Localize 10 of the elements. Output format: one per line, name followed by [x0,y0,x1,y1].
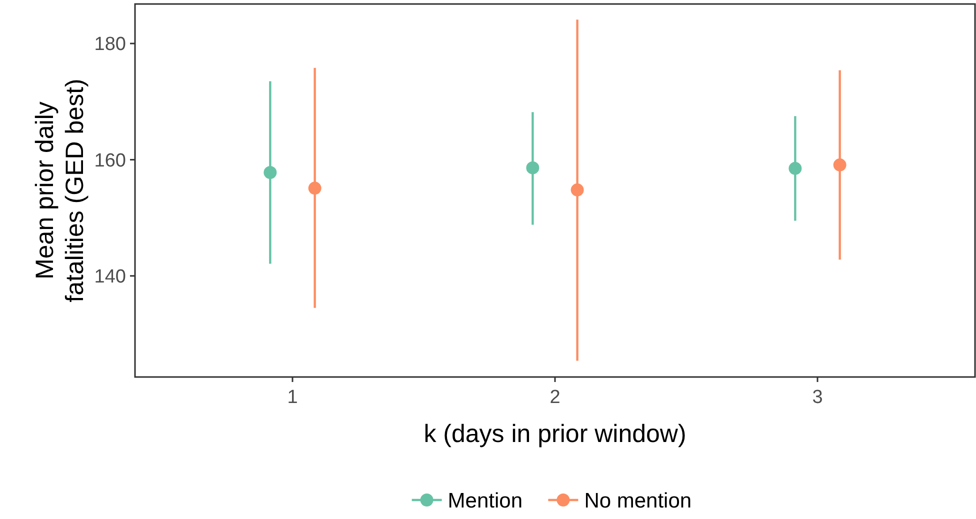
x-tick-label: 3 [812,387,823,408]
y-axis-title: Mean prior daily fatalities (GED best) [31,78,89,302]
x-axis-title: k (days in prior window) [424,420,686,448]
legend-label: No mention [584,489,692,512]
y-tick-label: 160 [94,150,126,172]
y-tick-label: 180 [94,34,126,56]
x-tick-label: 1 [287,387,298,408]
legend-label: Mention [448,489,523,512]
x-tick-label: 2 [550,387,560,408]
y-tick-label: 140 [94,266,126,288]
